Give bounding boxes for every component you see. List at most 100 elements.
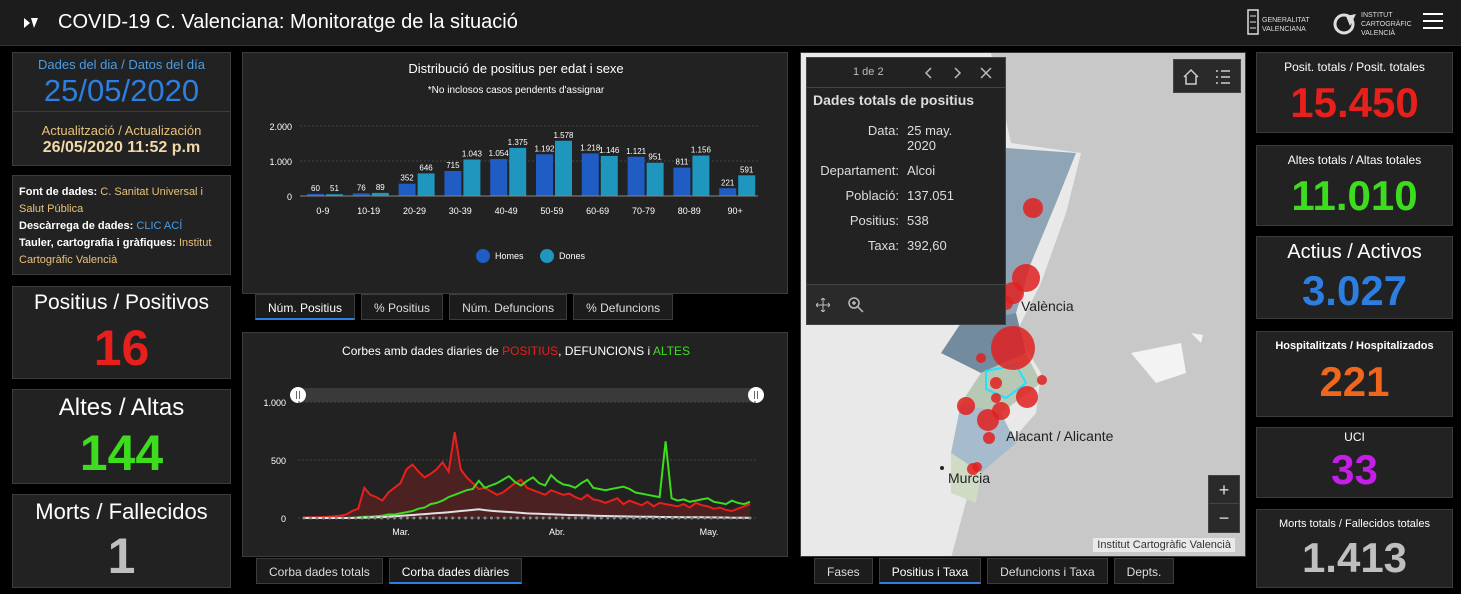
y-tick-label: 2.000 [269,122,292,132]
baseline-dot [483,516,487,520]
baseline-dot [567,516,571,520]
bar-value-label: 1.375 [508,138,529,147]
chart1-tab[interactable]: % Positius [361,294,444,320]
map-label-valencia: València [1021,298,1074,314]
close-icon[interactable] [980,67,992,79]
date-value: 25/05/2020 [43,73,200,108]
baseline-dot [625,516,629,520]
download-link[interactable]: CLIC ACÍ [136,220,183,232]
baseline-dot [645,516,649,520]
bar-value-label: 352 [400,174,414,183]
baseline-dot [515,516,519,520]
legend-swatch [540,249,554,263]
bar-value-label: 715 [446,161,460,170]
bar-dones [509,147,527,196]
bar-value-label: 1.043 [462,149,483,158]
chart1-tabs: Núm. Positius% Positius Núm. Defuncions% … [255,294,674,320]
baseline-dot [489,516,493,520]
bar-value-label: 51 [330,184,339,193]
map-tab[interactable]: Positius i Taxa [878,558,982,584]
zoom-controls: + − [1208,475,1240,533]
baseline-dot [412,516,416,520]
map-popup: 1 de 2 Dades totals de positius Data: 25 … [806,57,1006,325]
page-title: COVID-19 C. Valenciana: Monitoratge de l… [58,11,518,33]
time-slider-track [298,388,756,402]
baseline-dot [321,516,325,520]
map-tab[interactable]: Defuncions i Taxa [987,558,1108,584]
chart1-tab[interactable]: % Defuncions [573,294,674,320]
stat-altes: Altes / Altas 144 [12,389,231,484]
bar-value-label: 646 [419,163,433,172]
baseline-dot [670,516,674,520]
age-sex-chart-panel: Distribució de positius per edat i sexe … [242,52,788,294]
baseline-dot [451,516,455,520]
map-tab[interactable]: Fases [814,558,873,584]
baseline-dot [586,516,590,520]
chart1-tab[interactable]: Núm. Defuncions [449,294,568,320]
bar-dones [417,173,435,196]
y-tick-label: 1.000 [263,398,286,408]
baseline-dot [360,516,364,520]
baseline-dot [367,516,371,520]
popup-nav-count: 1 de 2 [853,66,884,78]
source-value: C. Sanitat Universal i Salut Pública [19,186,204,215]
baseline-dot [315,516,319,520]
zoom-out-button[interactable]: − [1218,508,1230,528]
stat-positius: Positius / Positivos 16 [12,286,231,379]
bar-homes [627,156,645,196]
hamburger-menu-icon[interactable] [1423,13,1443,31]
bar-dones [371,192,389,196]
chart2-tab[interactable]: Corba dades diàries [388,558,523,584]
zoom-in-button[interactable]: + [1209,476,1239,504]
x-tick-label: 80-89 [678,206,701,216]
baseline-dot [347,516,351,520]
home-icon[interactable] [1182,68,1200,86]
bar-value-label: 221 [721,178,735,187]
chart2-tab[interactable]: Corba dades totals [256,558,383,584]
bar-homes [673,167,691,196]
stat-altes-totals: Altes totals / Altas totales 11.010 [1256,145,1453,226]
chart1-tab[interactable]: Núm. Positius [255,294,356,320]
baseline-dot [470,516,474,520]
baseline-dot [328,516,332,520]
baseline-dot [748,516,752,520]
map-label-murcia: Murcia [948,470,990,486]
baseline-dot [464,516,468,520]
baseline-dot [405,516,409,520]
bar-value-label: 1.054 [489,149,510,158]
popup-row: Taxa: 392,60 [867,238,947,253]
next-icon[interactable] [951,67,963,79]
bar-homes [444,170,462,196]
info-panel: Font de dades: C. Sanitat Universal i Sa… [12,175,231,275]
date-label: Dades del dia / Datos del día [38,57,205,72]
baseline-dot [638,516,642,520]
layer-list-icon[interactable] [1214,68,1232,86]
baseline-dot [444,516,448,520]
age-sex-bar-chart: Distribució de positius per edat i sexe … [269,61,758,263]
baseline-dot [716,516,720,520]
previous-icon[interactable] [923,67,935,79]
popup-row: Positius: 538 [849,213,929,228]
map-tab[interactable]: Depts. [1113,558,1175,584]
x-tick-label: 20-29 [403,206,426,216]
baseline-dot [573,516,577,520]
stat-uci: UCI 33 [1256,427,1453,498]
bar-dones [555,140,572,196]
baseline-dot [664,516,668,520]
bar-value-label: 89 [376,183,385,192]
app-header: COVID-19 C. Valenciana: Monitoratge de l… [0,0,1461,46]
popup-row: Data: 25 may. 2020 [867,123,953,153]
zoom-to-icon[interactable] [848,297,864,313]
pan-icon[interactable] [816,298,830,312]
bar-value-label: 1.578 [553,131,574,140]
stat-hospitalitzats: Hospitalitzats / Hospitalizados 221 [1256,331,1453,417]
bar-value-label: 951 [648,153,662,162]
bar-value-label: 1.146 [599,146,620,155]
icv-logo: INSTITUT CARTOGRÀFIC VALENCIÀ [1332,8,1412,38]
daily-curves-chart-panel: Corbes amb dades diaries de POSITIUS, DE… [242,332,788,557]
baseline-dot [431,516,435,520]
baseline-dot [548,516,552,520]
baseline-dot [742,516,746,520]
baseline-dot [386,516,390,520]
baseline-dot [541,516,545,520]
